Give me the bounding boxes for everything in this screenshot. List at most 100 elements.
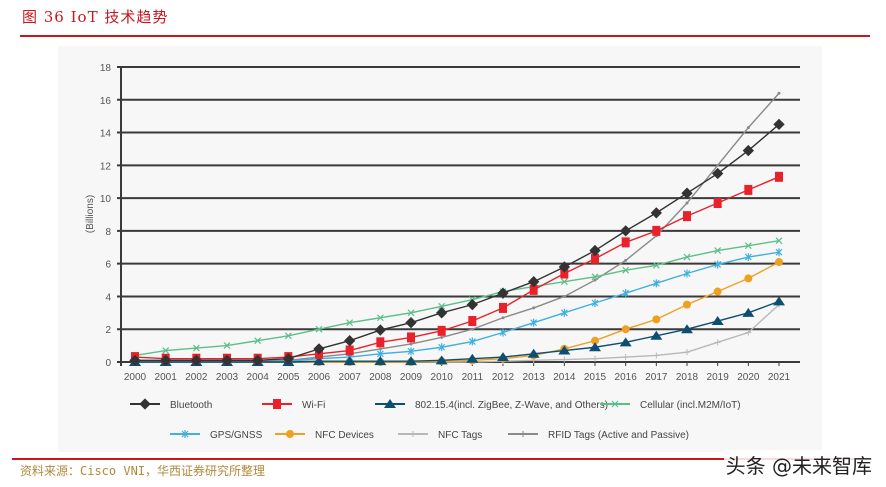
data-point-rfid-tags-active-and-passive bbox=[562, 294, 566, 298]
data-point-802-15-4-incl-zigbee-z-wave-and-others bbox=[527, 348, 540, 358]
y-tick-label: 6 bbox=[105, 260, 111, 271]
data-point-rfid-tags-active-and-passive bbox=[409, 342, 413, 346]
series-line-wi-fi bbox=[134, 176, 780, 360]
data-point-bluetooth bbox=[436, 307, 448, 319]
y-tick-label: 18 bbox=[100, 63, 112, 74]
x-tick-label: 2010 bbox=[431, 372, 454, 383]
data-point-gps-gnss bbox=[560, 308, 568, 317]
x-tick-label: 2016 bbox=[615, 372, 638, 383]
data-point-802-15-4-incl-zigbee-z-wave-and-others bbox=[466, 353, 479, 363]
data-point-802-15-4-incl-zigbee-z-wave-and-others bbox=[711, 316, 724, 326]
x-tick-label: 2004 bbox=[247, 372, 270, 383]
data-point-cellular-incl-m2m-iot bbox=[438, 302, 446, 310]
x-tick-label: 2001 bbox=[155, 372, 178, 383]
y-axis-label: (Billions) bbox=[85, 195, 96, 233]
legend-marker bbox=[139, 398, 151, 410]
x-tick-label: 2021 bbox=[768, 372, 791, 383]
data-point-802-15-4-incl-zigbee-z-wave-and-others bbox=[742, 307, 755, 317]
x-tick-label: 2017 bbox=[645, 372, 668, 383]
legend-marker bbox=[611, 400, 619, 408]
data-point-gps-gnss bbox=[499, 328, 507, 337]
data-point-bluetooth bbox=[620, 225, 632, 237]
legend-label: Bluetooth bbox=[170, 400, 212, 411]
legend-label: RFID Tags (Active and Passive) bbox=[548, 430, 689, 441]
data-point-rfid-tags-active-and-passive bbox=[746, 126, 750, 130]
data-point-wi-fi bbox=[591, 253, 599, 264]
data-point-wi-fi bbox=[376, 337, 385, 348]
data-point-802-15-4-incl-zigbee-z-wave-and-others bbox=[589, 342, 601, 352]
data-point-nfc-devices bbox=[683, 300, 691, 309]
data-point-802-15-4-incl-zigbee-z-wave-and-others bbox=[650, 330, 663, 340]
data-point-cellular-incl-m2m-iot bbox=[775, 237, 783, 245]
data-point-wi-fi bbox=[652, 225, 661, 236]
data-point-802-15-4-incl-zigbee-z-wave-and-others bbox=[435, 355, 448, 365]
legend-label: NFC Devices bbox=[315, 430, 374, 441]
data-point-bluetooth bbox=[160, 354, 172, 367]
x-tick-label: 2012 bbox=[492, 372, 515, 383]
data-point-bluetooth bbox=[650, 207, 662, 219]
series-line-cellular-incl-m2m-iot bbox=[134, 240, 780, 357]
y-tick-label: 0 bbox=[105, 358, 111, 369]
data-point-rfid-tags-active-and-passive bbox=[685, 201, 689, 205]
data-point-802-15-4-incl-zigbee-z-wave-and-others bbox=[681, 324, 693, 334]
y-tick-label: 8 bbox=[105, 227, 111, 238]
data-point-wi-fi bbox=[744, 184, 753, 195]
data-point-cellular-incl-m2m-iot bbox=[560, 278, 568, 286]
y-tick-label: 14 bbox=[100, 129, 112, 140]
x-tick-label: 2019 bbox=[707, 372, 730, 383]
legend-marker bbox=[286, 430, 294, 438]
x-tick-label: 2003 bbox=[216, 372, 239, 383]
data-point-wi-fi bbox=[437, 325, 446, 336]
series-line-nfc-devices bbox=[135, 261, 780, 363]
data-point-nfc-devices bbox=[744, 274, 753, 283]
data-point-bluetooth bbox=[405, 317, 417, 329]
data-point-nfc-tags bbox=[745, 329, 752, 336]
x-tick-label: 2013 bbox=[523, 372, 546, 383]
footer-divider bbox=[12, 458, 872, 460]
figure-title: 图 36 IoT 技术趋势 bbox=[22, 8, 169, 26]
data-point-nfc-devices bbox=[621, 325, 630, 334]
data-point-802-15-4-incl-zigbee-z-wave-and-others bbox=[619, 337, 632, 347]
watermark: 头条 @未来智库 bbox=[723, 450, 874, 479]
legend-label: Cellular (incl.M2M/IoT) bbox=[640, 400, 741, 411]
data-point-rfid-tags-active-and-passive bbox=[532, 306, 536, 310]
data-point-nfc-devices bbox=[713, 287, 722, 296]
data-point-rfid-tags-active-and-passive bbox=[440, 335, 444, 339]
x-tick-label: 2015 bbox=[584, 372, 607, 383]
legend-marker bbox=[520, 431, 526, 437]
data-point-cellular-incl-m2m-iot bbox=[376, 314, 384, 322]
data-point-nfc-tags bbox=[561, 356, 568, 363]
data-point-bluetooth bbox=[466, 298, 478, 311]
y-tick-label: 4 bbox=[105, 292, 111, 303]
data-point-rfid-tags-active-and-passive bbox=[593, 278, 597, 282]
data-point-cellular-incl-m2m-iot bbox=[714, 247, 722, 254]
data-point-gps-gnss bbox=[468, 337, 476, 346]
data-point-nfc-tags bbox=[714, 339, 721, 346]
x-tick-label: 2006 bbox=[308, 372, 331, 383]
data-point-cellular-incl-m2m-iot bbox=[162, 347, 170, 354]
data-point-gps-gnss bbox=[591, 299, 599, 307]
data-point-wi-fi bbox=[621, 237, 630, 248]
data-point-cellular-incl-m2m-iot bbox=[683, 253, 691, 261]
data-point-wi-fi bbox=[560, 268, 569, 279]
data-point-bluetooth bbox=[282, 353, 294, 365]
x-tick-label: 2011 bbox=[462, 372, 484, 383]
data-point-rfid-tags-active-and-passive bbox=[777, 91, 781, 95]
data-point-gps-gnss bbox=[775, 248, 783, 257]
data-point-nfc-tags bbox=[653, 352, 660, 359]
data-point-bluetooth bbox=[558, 261, 570, 273]
data-point-cellular-incl-m2m-iot bbox=[223, 342, 231, 350]
data-point-gps-gnss bbox=[714, 260, 722, 269]
series-line-bluetooth bbox=[135, 123, 780, 362]
series-line-802-15-4-incl-zigbee-z-wave-and-others bbox=[135, 300, 780, 363]
data-point-wi-fi bbox=[407, 332, 415, 343]
x-tick-label: 2005 bbox=[277, 372, 300, 383]
data-point-gps-gnss bbox=[530, 318, 538, 327]
data-point-rfid-tags-active-and-passive bbox=[624, 258, 628, 262]
x-tick-label: 2008 bbox=[369, 372, 392, 383]
x-tick-label: 2018 bbox=[676, 372, 699, 383]
x-tick-label: 2020 bbox=[737, 372, 760, 383]
y-tick-label: 2 bbox=[105, 325, 111, 336]
data-point-gps-gnss bbox=[652, 279, 660, 288]
legend-label: 802.15.4(incl. ZigBee, Z-Wave, and Other… bbox=[415, 400, 608, 411]
